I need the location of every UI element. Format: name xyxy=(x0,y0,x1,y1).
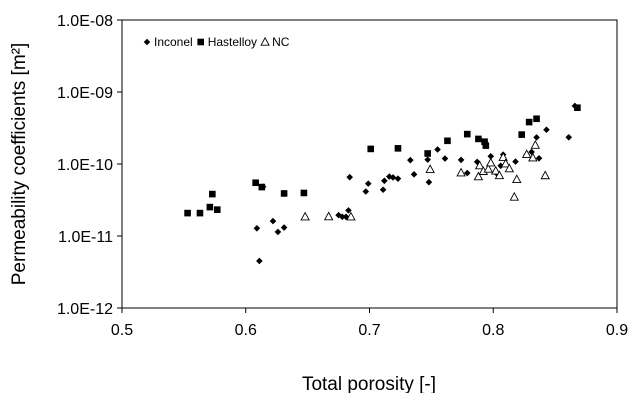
y-tick-label: 1.0E-09 xyxy=(57,85,113,102)
inconel-point xyxy=(364,180,372,187)
hastelloy-point xyxy=(481,138,488,146)
y-axis-ticks: 1.0E-12 1.0E-11 1.0E-10 1.0E-09 1.0E-08 xyxy=(57,13,122,318)
inconel-point xyxy=(463,169,471,177)
inconel-point xyxy=(335,211,342,219)
hastelloy-legend-icon xyxy=(197,38,205,46)
hastelloy-point xyxy=(574,104,581,112)
nc-point xyxy=(500,158,511,168)
y-tick-label: 1.0E-10 xyxy=(57,157,113,174)
y-tick-label: 1.0E-11 xyxy=(58,229,113,246)
hastelloy-point xyxy=(206,203,214,211)
nc-point xyxy=(483,163,494,173)
nc-point xyxy=(474,160,485,170)
inconel-point xyxy=(457,156,465,164)
inconel-point xyxy=(487,152,495,160)
inconel-point xyxy=(274,228,282,236)
nc-point xyxy=(456,167,466,177)
x-tick-label: 0.5 xyxy=(111,322,133,339)
inconel-point xyxy=(253,224,261,232)
x-tick-label: 0.8 xyxy=(482,322,504,339)
hastelloy-point xyxy=(424,150,431,157)
hastelloy-point xyxy=(252,179,259,187)
x-axis-ticks: 0.5 0.6 0.7 0.8 0.9 xyxy=(111,308,628,339)
hastelloy-point xyxy=(444,137,451,145)
x-axis-label: Total porosity [-] xyxy=(302,374,436,393)
legend-label-hastelloy: Hastelloy xyxy=(208,35,257,49)
inconel-point xyxy=(441,155,449,162)
nc-point xyxy=(494,170,505,180)
plot-area xyxy=(121,19,618,309)
inconel-point xyxy=(543,126,550,134)
hastelloy-point xyxy=(367,145,375,153)
inconel-point xyxy=(342,213,350,221)
nc-point xyxy=(486,157,496,167)
nc-point xyxy=(521,149,532,159)
x-tick-label: 0.9 xyxy=(606,322,628,339)
hastelloy-point xyxy=(280,190,288,197)
inconel-point xyxy=(362,188,370,195)
hastelloy-point xyxy=(300,189,308,197)
nc-point xyxy=(504,163,515,173)
nc-legend-icon xyxy=(260,36,270,46)
hastelloy-point xyxy=(518,131,526,138)
hastelloy-point xyxy=(209,190,216,198)
hastelloy-point xyxy=(196,209,204,217)
nc-point xyxy=(530,139,541,149)
x-tick-label: 0.7 xyxy=(358,322,380,339)
nc-point xyxy=(323,211,334,221)
inconel-point xyxy=(256,257,263,265)
inconel-point xyxy=(410,171,418,178)
inconel-point xyxy=(512,158,519,165)
inconel-point xyxy=(346,173,353,181)
nc-point xyxy=(473,171,484,181)
nc-point xyxy=(425,164,435,173)
hastelloy-point xyxy=(482,142,490,149)
inconel-point xyxy=(381,177,388,185)
legend: Inconel Hastelloy NC xyxy=(143,35,290,49)
inconel-point xyxy=(394,175,402,182)
inconel-point xyxy=(389,174,397,181)
inconel-point xyxy=(338,213,346,221)
nc-point xyxy=(300,211,310,221)
data-points xyxy=(184,102,581,265)
inconel-point xyxy=(379,186,387,194)
inconel-point xyxy=(345,207,352,214)
hastelloy-point xyxy=(533,115,540,123)
inconel-point xyxy=(434,146,441,153)
hastelloy-point xyxy=(394,145,402,152)
x-tick-label: 0.6 xyxy=(235,322,257,339)
legend-label-inconel: Inconel xyxy=(154,35,193,49)
nc-point xyxy=(490,165,501,175)
nc-point xyxy=(346,211,356,221)
nc-point xyxy=(540,170,550,180)
inconel-point xyxy=(407,156,414,164)
inconel-point xyxy=(280,224,288,231)
legend-label-nc: NC xyxy=(272,35,290,49)
hastelloy-point xyxy=(213,206,221,213)
y-axis-label: Permeability coefficients [m²] xyxy=(9,43,30,286)
hastelloy-point xyxy=(463,130,471,138)
nc-point xyxy=(528,152,538,162)
inconel-point xyxy=(497,162,504,170)
nc-point xyxy=(498,152,508,161)
inconel-point xyxy=(565,133,573,141)
inconel-point xyxy=(535,154,543,162)
y-tick-label: 1.0E-12 xyxy=(57,301,113,318)
hastelloy-point xyxy=(475,135,482,143)
nc-point xyxy=(512,174,522,184)
y-tick-label: 1.0E-08 xyxy=(57,13,113,30)
hastelloy-point xyxy=(184,209,191,217)
inconel-point xyxy=(269,217,277,225)
inconel-point xyxy=(424,156,431,163)
inconel-point xyxy=(425,178,433,186)
hastelloy-point xyxy=(258,183,266,191)
nc-point xyxy=(509,191,520,201)
inconel-point xyxy=(533,134,540,141)
inconel-legend-icon xyxy=(143,38,151,46)
inconel-point xyxy=(386,173,393,180)
hastelloy-point xyxy=(525,118,533,126)
